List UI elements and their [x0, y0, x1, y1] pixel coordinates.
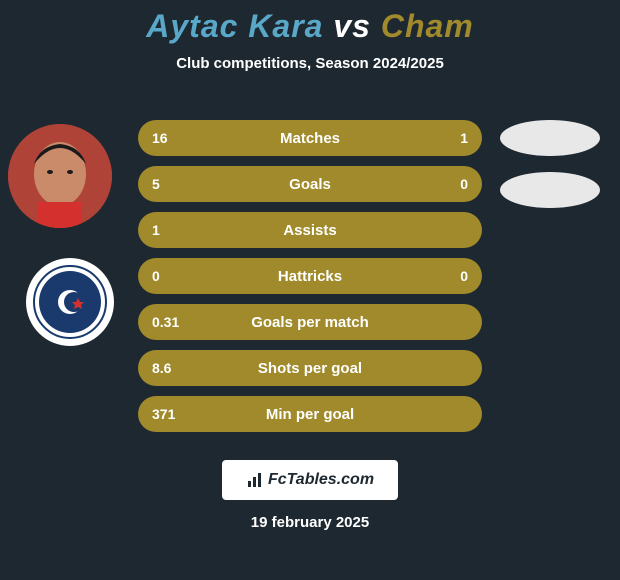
stat-row: 1 Assists [138, 212, 482, 248]
stat-left-value: 0 [152, 268, 202, 284]
stat-label: Matches [280, 130, 340, 147]
stat-row: 5 Goals 0 [138, 166, 482, 202]
stat-left-value: 8.6 [152, 360, 202, 376]
stat-label: Shots per goal [258, 360, 362, 377]
stat-row: 0 Hattricks 0 [138, 258, 482, 294]
comparison-title: Aytac Kara vs Cham [0, 0, 620, 45]
stat-right-value: 0 [418, 176, 468, 192]
player2-name: Cham [381, 8, 474, 44]
chart-icon [246, 471, 264, 489]
stat-left-value: 0.31 [152, 314, 202, 330]
stat-row: 8.6 Shots per goal [138, 350, 482, 386]
stat-label: Hattricks [278, 268, 342, 285]
player1-name: Aytac Kara [146, 8, 323, 44]
stat-right-value: 0 [418, 268, 468, 284]
subtitle: Club competitions, Season 2024/2025 [0, 55, 620, 72]
player1-photo [8, 124, 112, 228]
stat-left-value: 1 [152, 222, 202, 238]
crescent-icon [50, 282, 90, 322]
stats-container: 16 Matches 1 5 Goals 0 1 Assists 0 Hattricks 0 0.31… [138, 120, 482, 442]
fctables-badge: FcTables.com [222, 460, 398, 500]
face-icon [8, 124, 112, 228]
stat-left-value: 371 [152, 406, 202, 422]
stat-label: Min per goal [266, 406, 354, 423]
club-logo-inner [39, 271, 101, 333]
club-logo [26, 258, 114, 346]
stat-left-value: 16 [152, 130, 202, 146]
player2-oval-2 [500, 172, 600, 208]
stat-label: Goals per match [251, 314, 369, 331]
stat-label: Assists [283, 222, 336, 239]
vs-text: vs [333, 8, 371, 44]
stat-row: 0.31 Goals per match [138, 304, 482, 340]
stat-right-value: 1 [418, 130, 468, 146]
player2-oval-1 [500, 120, 600, 156]
stat-left-value: 5 [152, 176, 202, 192]
fctables-text: FcTables.com [268, 471, 374, 489]
stat-row: 371 Min per goal [138, 396, 482, 432]
date-text: 19 february 2025 [0, 514, 620, 531]
stat-row: 16 Matches 1 [138, 120, 482, 156]
stat-label: Goals [289, 176, 331, 193]
